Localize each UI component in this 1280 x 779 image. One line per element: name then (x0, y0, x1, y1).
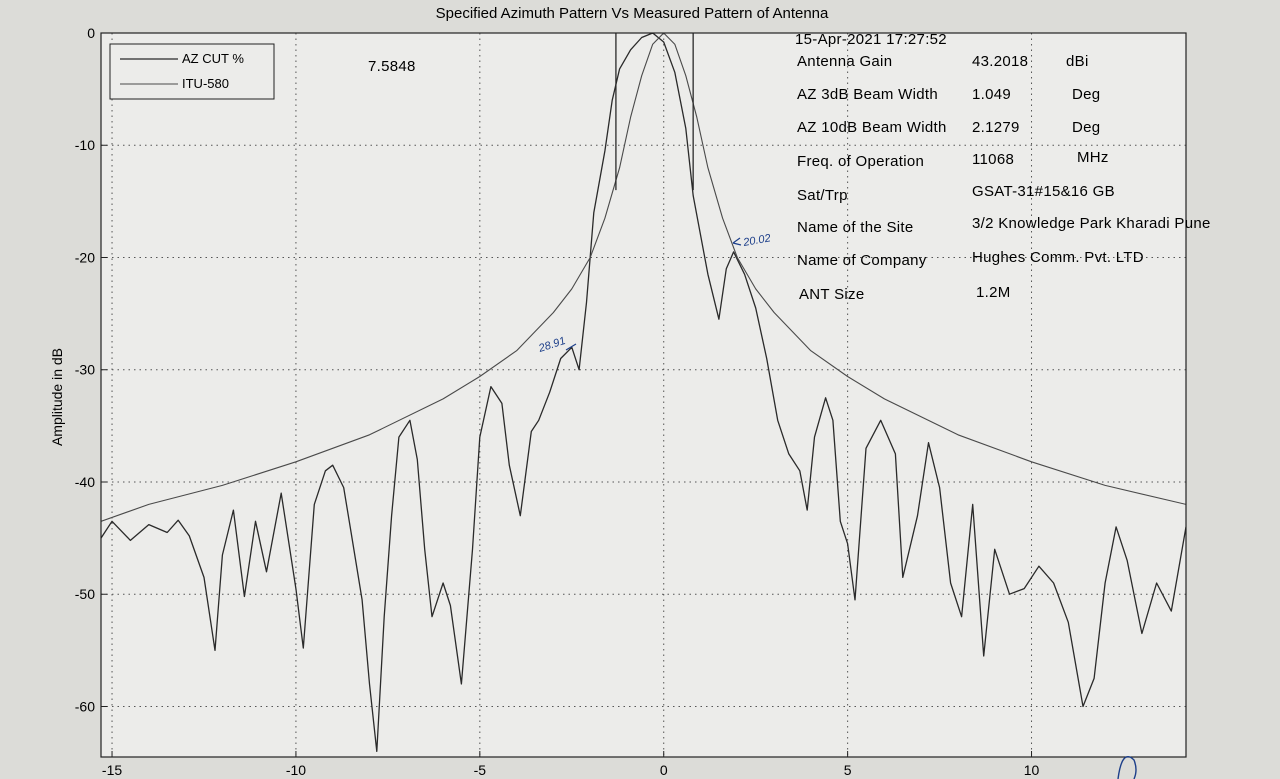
info-label-10db-beam: AZ 10dB Beam Width (797, 119, 947, 136)
info-value-3db-beam: 1.049 (972, 86, 1011, 103)
info-label-site: Name of the Site (797, 219, 914, 236)
plot-frame (100, 32, 1187, 758)
value-readout: 7.5848 (368, 58, 416, 75)
chart-title: Specified Azimuth Pattern Vs Measured Pa… (436, 5, 829, 22)
y-axis-label: Amplitude in dB (49, 348, 65, 446)
legend: AZ CUT % ITU-580 (109, 43, 275, 100)
x-tick-label: -5 (474, 762, 487, 778)
info-value-site: 3/2 Knowledge Park Kharadi Pune (972, 215, 1211, 232)
series-layer (101, 33, 1186, 753)
y-tick-label: -40 (75, 474, 95, 490)
info-value-ant-size: 1.2M (976, 284, 1011, 301)
x-tick-label: -15 (102, 762, 122, 778)
info-label-sat-trp: Sat/Trp (797, 187, 848, 204)
y-tick-label: -50 (75, 586, 95, 602)
annotation-20-02: 20.02 (741, 232, 771, 249)
x-tick-label: -10 (286, 762, 306, 778)
x-tick-label: 5 (844, 762, 852, 778)
info-value-10db-beam: 2.1279 (972, 119, 1020, 136)
x-tick-label: 0 (660, 762, 668, 778)
pen-mark (1117, 755, 1137, 779)
info-value-antenna-gain: 43.2018 (972, 53, 1028, 70)
info-value-sat-trp: GSAT-31#15&16 GB (972, 183, 1115, 200)
info-label-antenna-gain: Antenna Gain (797, 53, 892, 70)
annotation-arrow-left (565, 343, 577, 351)
axis-ticks: -15 -10 -5 0 5 100-10-20-30-40-50-60 (75, 25, 1040, 778)
legend-box (109, 43, 275, 100)
y-tick-label: 0 (87, 25, 95, 41)
info-timestamp: 15-Apr-2021 17:27:52 (795, 31, 947, 48)
legend-label-az-cut: AZ CUT % (182, 51, 244, 66)
info-unit-antenna-gain: dBi (1066, 53, 1089, 70)
plot-background (101, 33, 1186, 757)
info-label-company: Name of Company (797, 252, 927, 269)
y-tick-label: -10 (75, 137, 95, 153)
info-label-3db-beam: AZ 3dB Beam Width (797, 86, 938, 103)
y-tick-label: -20 (75, 249, 95, 265)
y-tick-label: -30 (75, 362, 95, 378)
legend-label-itu: ITU-580 (182, 76, 229, 91)
info-label-ant-size: ANT Size (799, 286, 864, 303)
info-unit-frequency: MHz (1077, 149, 1109, 166)
series-line-itu-580 (101, 33, 1186, 522)
x-tick-label: 10 (1024, 762, 1040, 778)
info-unit-10db-beam: Deg (1072, 119, 1100, 136)
info-panel: 15-Apr-2021 17:27:52 Antenna Gain 43.201… (795, 31, 1211, 303)
info-unit-3db-beam: Deg (1072, 86, 1100, 103)
annotation-arrow-right (732, 237, 742, 246)
info-value-company: Hughes Comm. Pvt. LTD (972, 249, 1144, 266)
info-value-frequency: 11068 (972, 151, 1014, 168)
y-tick-label: -60 (75, 698, 95, 714)
info-label-frequency: Freq. of Operation (797, 153, 924, 170)
